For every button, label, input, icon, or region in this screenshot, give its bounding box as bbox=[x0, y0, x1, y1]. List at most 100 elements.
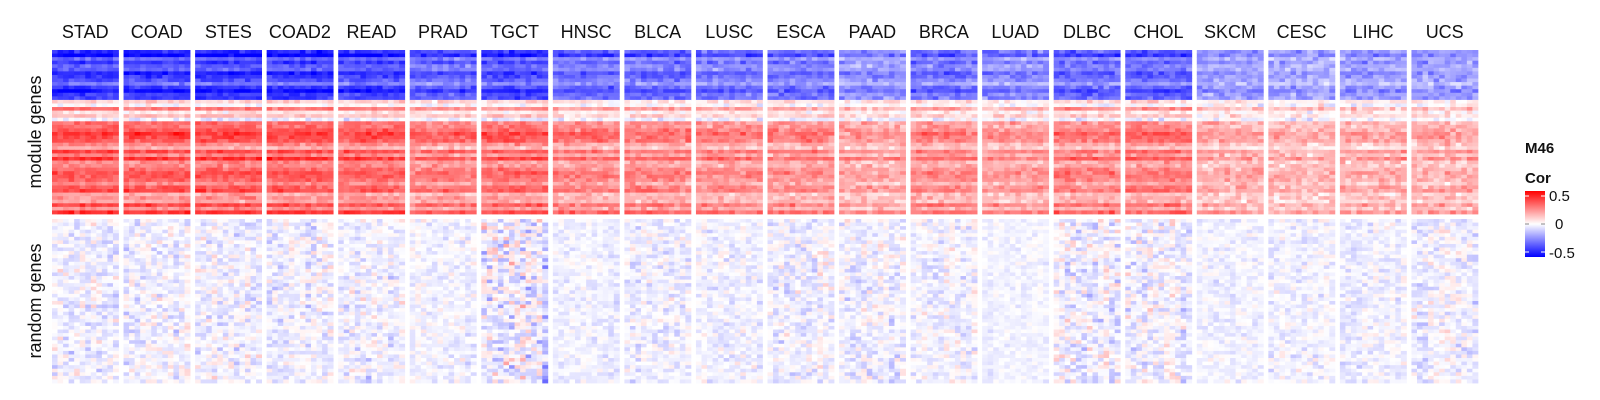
column-label-chol: CHOL bbox=[1133, 22, 1183, 42]
heatmap-cell bbox=[294, 82, 301, 87]
heatmap-cell bbox=[371, 160, 378, 165]
heatmap-cell bbox=[277, 74, 284, 79]
heatmap-cell bbox=[465, 139, 472, 144]
heatmap-cell bbox=[63, 192, 70, 197]
heatmap-cell bbox=[563, 92, 570, 97]
heatmap-cell bbox=[481, 71, 488, 76]
heatmap-cell bbox=[679, 60, 686, 65]
heatmap-cell bbox=[503, 192, 510, 197]
heatmap-cell bbox=[393, 164, 400, 169]
heatmap-cell bbox=[459, 117, 466, 122]
heatmap-cell bbox=[288, 199, 295, 204]
heatmap-cell bbox=[206, 71, 213, 76]
heatmap-cell bbox=[563, 171, 570, 176]
heatmap-cell bbox=[657, 82, 664, 87]
heatmap-cell bbox=[288, 78, 295, 83]
heatmap-cell bbox=[679, 50, 686, 54]
heatmap-cell bbox=[486, 135, 493, 140]
heatmap-cell bbox=[145, 149, 152, 154]
heatmap-cell bbox=[173, 199, 180, 204]
heatmap-cell bbox=[299, 60, 306, 65]
heatmap-cell bbox=[663, 196, 670, 201]
heatmap-cell bbox=[657, 181, 664, 186]
heatmap-cell bbox=[624, 146, 631, 151]
heatmap-cell bbox=[674, 96, 681, 101]
heatmap-cell bbox=[266, 117, 273, 122]
heatmap-cell bbox=[520, 89, 527, 94]
heatmap-cell bbox=[409, 82, 416, 87]
heatmap-cell bbox=[558, 203, 565, 208]
heatmap-cell bbox=[256, 57, 262, 62]
heatmap-cell bbox=[57, 164, 64, 169]
heatmap-cell bbox=[409, 189, 416, 194]
heatmap-cell bbox=[57, 117, 64, 122]
heatmap-cell bbox=[448, 196, 455, 201]
heatmap-cell bbox=[393, 92, 400, 97]
heatmap-cell bbox=[668, 210, 675, 215]
heatmap-cell bbox=[322, 74, 329, 79]
heatmap-cell bbox=[101, 174, 108, 179]
heatmap-cell bbox=[156, 210, 163, 215]
heatmap-cell bbox=[327, 89, 334, 94]
heatmap-cell bbox=[305, 67, 312, 72]
heatmap-cell bbox=[486, 153, 493, 158]
heatmap-cell bbox=[520, 153, 527, 158]
heatmap-cell bbox=[563, 153, 570, 158]
heatmap-cell bbox=[327, 210, 334, 215]
heatmap-cell bbox=[486, 60, 493, 65]
heatmap-cell bbox=[184, 181, 191, 186]
heatmap-cell bbox=[112, 153, 119, 158]
heatmap-cell bbox=[239, 192, 246, 197]
heatmap-cell bbox=[426, 78, 433, 83]
heatmap-cell bbox=[167, 74, 174, 79]
heatmap-cell bbox=[322, 135, 329, 140]
heatmap-cell bbox=[217, 117, 224, 122]
heatmap-cell bbox=[57, 78, 64, 83]
heatmap-cell bbox=[256, 189, 262, 194]
heatmap-cell bbox=[685, 164, 692, 169]
heatmap-cell bbox=[222, 60, 229, 65]
heatmap-cell bbox=[316, 110, 323, 115]
heatmap-cell bbox=[420, 185, 427, 190]
heatmap-cell bbox=[409, 167, 416, 172]
heatmap-cell bbox=[481, 149, 488, 154]
heatmap-cell bbox=[492, 142, 499, 147]
heatmap-cell bbox=[184, 103, 191, 108]
heatmap-cell bbox=[266, 114, 273, 119]
heatmap-cell bbox=[569, 57, 576, 62]
heatmap-cell bbox=[222, 67, 229, 72]
heatmap-cell bbox=[322, 50, 329, 54]
heatmap-cell bbox=[470, 164, 477, 169]
heatmap-cell bbox=[239, 128, 246, 133]
heatmap-cell bbox=[525, 124, 532, 129]
heatmap-cell bbox=[151, 89, 158, 94]
heatmap-cell bbox=[492, 92, 499, 97]
heatmap-cell bbox=[288, 164, 295, 169]
heatmap-cell bbox=[657, 53, 664, 58]
heatmap-cell bbox=[624, 124, 631, 129]
heatmap-cell bbox=[558, 64, 565, 69]
heatmap-cell bbox=[536, 117, 543, 122]
heatmap-cell bbox=[409, 78, 416, 83]
heatmap-cell bbox=[382, 146, 389, 151]
heatmap-cell bbox=[305, 206, 312, 211]
heatmap-cell bbox=[569, 71, 576, 76]
heatmap-cell bbox=[591, 92, 598, 97]
heatmap-cell bbox=[57, 50, 64, 54]
heatmap-cell bbox=[629, 153, 636, 158]
heatmap-cell bbox=[96, 128, 103, 133]
heatmap-cell bbox=[470, 85, 477, 90]
heatmap-cell bbox=[509, 57, 515, 62]
heatmap-cell bbox=[448, 53, 455, 58]
heatmap-cell bbox=[558, 189, 565, 194]
heatmap-cell bbox=[112, 71, 119, 76]
heatmap-cell bbox=[228, 149, 235, 154]
heatmap-cell bbox=[52, 128, 58, 133]
heatmap-cell bbox=[101, 128, 108, 133]
heatmap-cell bbox=[140, 174, 147, 179]
heatmap-cell bbox=[437, 142, 444, 147]
heatmap-cell bbox=[679, 171, 686, 176]
heatmap-cell bbox=[233, 92, 240, 97]
heatmap-cell bbox=[399, 171, 406, 176]
heatmap-cell bbox=[299, 203, 306, 208]
